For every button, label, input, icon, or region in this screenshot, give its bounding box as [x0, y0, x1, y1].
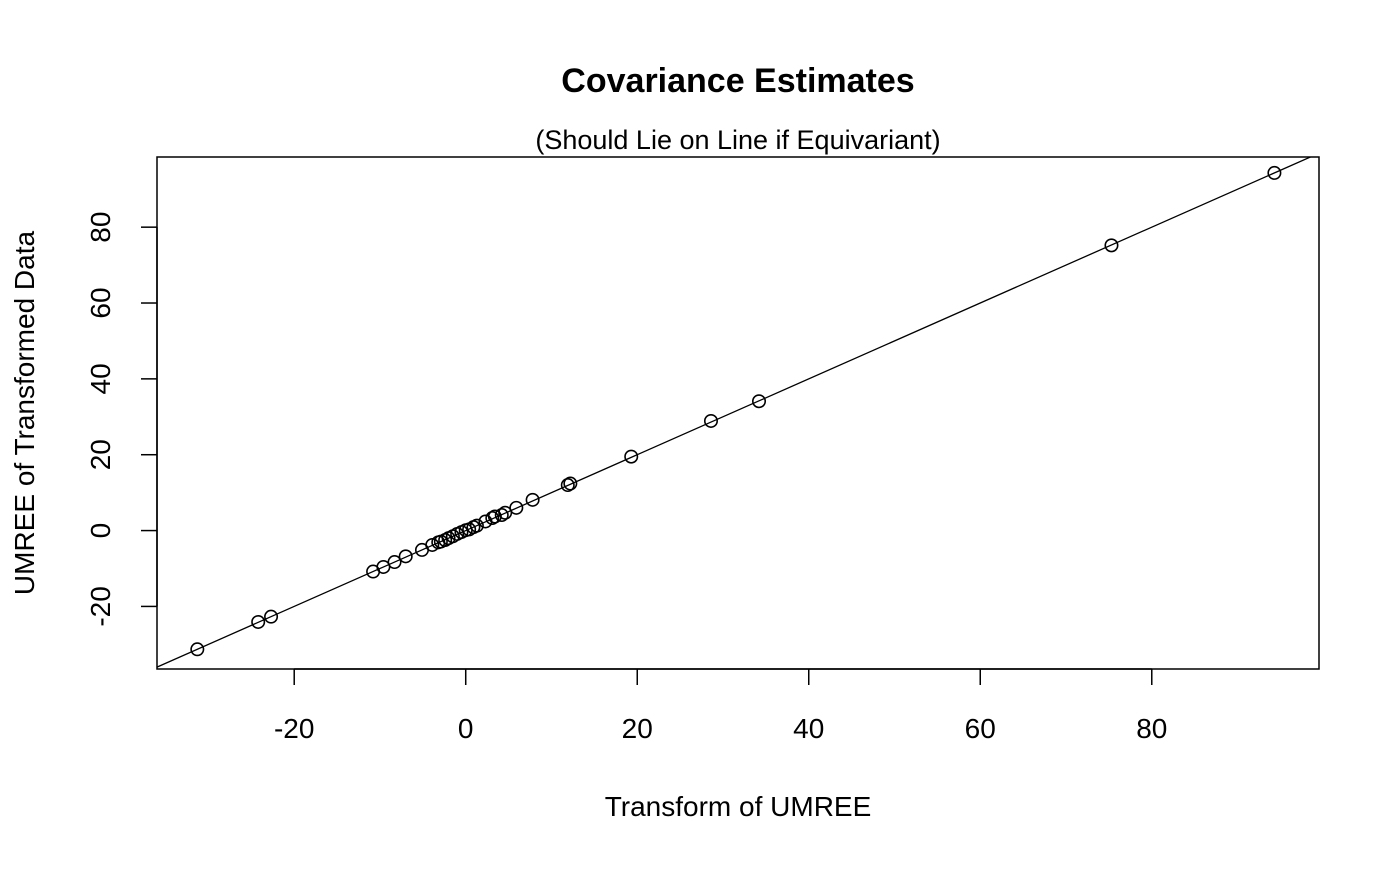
x-tick-label: 0 — [458, 713, 474, 744]
y-axis: -20 0 20 40 60 80 — [85, 212, 158, 627]
data-point — [494, 508, 509, 523]
y-tick-label: 60 — [85, 287, 116, 318]
x-axis: -20 0 20 40 60 80 — [274, 668, 1167, 744]
data-point — [366, 564, 381, 579]
reference-line-group — [157, 157, 1313, 668]
plot-frame — [156, 156, 1320, 670]
chart-subtitle: (Should Lie on Line if Equivariant) — [535, 125, 940, 155]
x-tick-label: -20 — [274, 713, 314, 744]
data-point — [1104, 238, 1119, 253]
y-tick-label: 20 — [85, 439, 116, 470]
reference-line — [157, 157, 1313, 668]
x-tick-label: 40 — [793, 713, 824, 744]
data-point — [752, 394, 767, 409]
data-point — [560, 478, 575, 493]
x-tick-label: 20 — [622, 713, 653, 744]
x-tick-label: 80 — [1136, 713, 1167, 744]
data-point — [398, 549, 413, 564]
data-point — [251, 614, 266, 629]
data-point — [624, 449, 639, 464]
data-point — [485, 511, 500, 526]
data-point — [563, 476, 578, 491]
y-tick-label: 40 — [85, 363, 116, 394]
y-axis-label: UMREE of Transformed Data — [9, 231, 40, 596]
chart-title: Covariance Estimates — [561, 62, 914, 100]
data-point — [264, 609, 279, 624]
y-tick-label: 80 — [85, 212, 116, 243]
data-point — [190, 642, 205, 657]
data-point — [414, 542, 429, 557]
x-tick-label: 60 — [965, 713, 996, 744]
x-axis-label: Transform of UMREE — [605, 791, 872, 822]
data-point — [478, 514, 493, 529]
data-point — [525, 492, 540, 507]
data-point — [1267, 165, 1282, 180]
data-points — [190, 165, 1282, 657]
data-point — [703, 413, 718, 428]
y-tick-label: -20 — [85, 586, 116, 626]
y-tick-label: 0 — [85, 523, 116, 539]
